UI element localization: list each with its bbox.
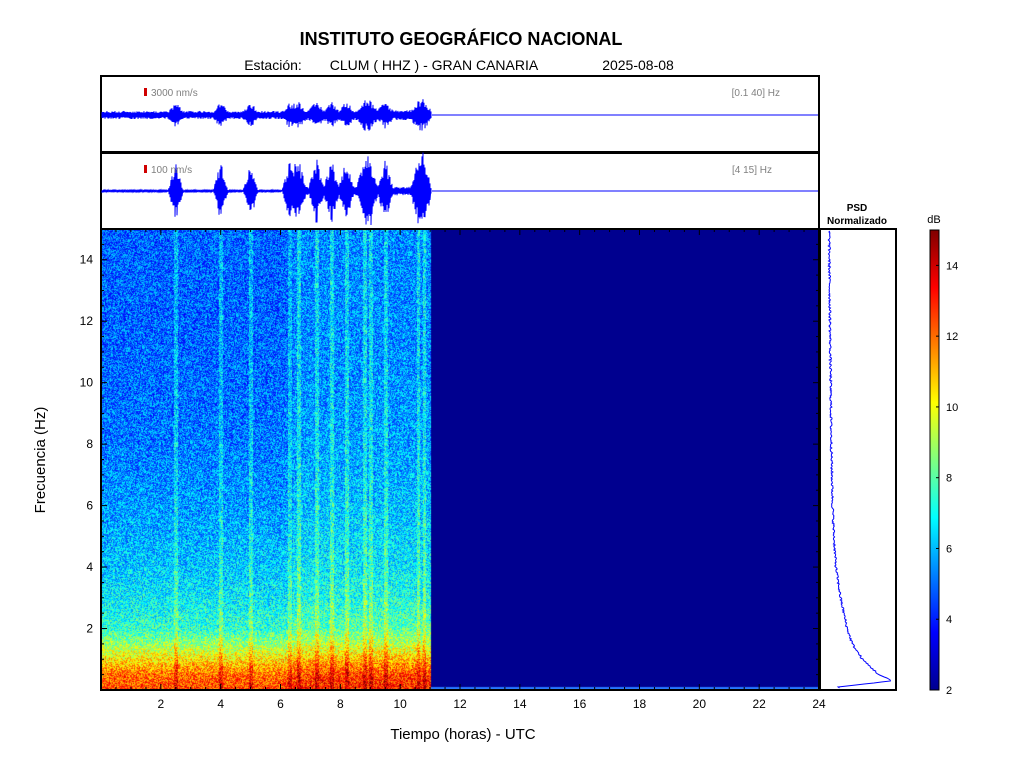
colorbar-unit: dB xyxy=(927,214,940,226)
colorbar-tick-label: 10 xyxy=(946,402,958,414)
psd-frame xyxy=(819,228,897,691)
x-tick-label: 6 xyxy=(277,697,284,711)
trace-scale-label: 3000 nm/s xyxy=(151,88,198,99)
trace-panel-broadband: 3000 nm/s [0.1 40] Hz xyxy=(100,75,820,153)
y-axis: 2 4 6 8 10 12 14 xyxy=(80,243,819,676)
colorbar-tick-label: 14 xyxy=(946,260,958,272)
y-tick-label: 2 xyxy=(86,622,93,636)
colorbar-tick-label: 4 xyxy=(946,614,952,626)
colorbar-tick-label: 6 xyxy=(946,543,952,555)
y-tick-label: 4 xyxy=(86,560,93,574)
y-tick-label: 8 xyxy=(86,437,93,451)
trace-band-label: [0.1 40] Hz xyxy=(732,88,780,99)
y-tick-label: 12 xyxy=(80,314,94,328)
x-axis-label: Tiempo (horas) - UTC xyxy=(390,726,535,743)
psd-title-line1: PSD xyxy=(847,203,868,214)
x-axis: 2 4 6 8 10 12 14 16 18 20 22 24 xyxy=(115,229,826,711)
x-tick-label: 18 xyxy=(633,697,647,711)
station-label: Estación: xyxy=(244,57,302,73)
spectrogram-raster-holder xyxy=(101,229,819,690)
y-tick-label: 6 xyxy=(86,499,93,513)
trace-scale-label: 100 nm/s xyxy=(151,165,192,176)
station-name: CLUM ( HHZ ) - GRAN CANARIA xyxy=(330,57,539,73)
scale-bar-icon xyxy=(144,165,147,173)
colorbar: dB 2 4 6 8 10 12 14 xyxy=(927,214,958,697)
colorbar-ticks: 2 4 6 8 10 12 14 xyxy=(936,260,958,697)
trace-panel-filtered: 100 nm/s [4 15] Hz xyxy=(100,152,820,230)
x-tick-label: 20 xyxy=(693,697,707,711)
y-tick-label: 14 xyxy=(80,253,94,267)
colorbar-tick-label: 12 xyxy=(946,331,958,343)
psd-curve xyxy=(827,230,891,689)
x-tick-label: 2 xyxy=(157,697,164,711)
station-date: 2025-08-08 xyxy=(602,57,674,73)
y-tick-label: 10 xyxy=(80,376,94,390)
x-tick-label: 10 xyxy=(393,697,407,711)
psd-title-line2: Normalizado xyxy=(827,216,887,227)
x-tick-label: 16 xyxy=(573,697,587,711)
trace-band-label: [4 15] Hz xyxy=(732,165,772,176)
figure-title: INSTITUTO GEOGRÁFICO NACIONAL xyxy=(300,28,623,49)
psd-panel: PSD Normalizado xyxy=(819,203,897,691)
x-tick-label: 12 xyxy=(453,697,467,711)
y-axis-label: Frecuencia (Hz) xyxy=(32,407,49,514)
trace-waveform-filtered xyxy=(101,152,432,226)
trace-waveform-broadband xyxy=(101,99,432,131)
x-tick-label: 22 xyxy=(752,697,766,711)
colorbar-gradient xyxy=(929,229,940,691)
colorbar-tick-label: 8 xyxy=(946,473,952,485)
x-tick-label: 14 xyxy=(513,697,527,711)
scale-bar-icon xyxy=(144,88,147,96)
spectrogram-raster xyxy=(101,229,819,690)
x-tick-label: 24 xyxy=(812,697,826,711)
colorbar-tick-label: 2 xyxy=(946,685,952,697)
x-tick-label: 4 xyxy=(217,697,224,711)
x-tick-label: 8 xyxy=(337,697,344,711)
